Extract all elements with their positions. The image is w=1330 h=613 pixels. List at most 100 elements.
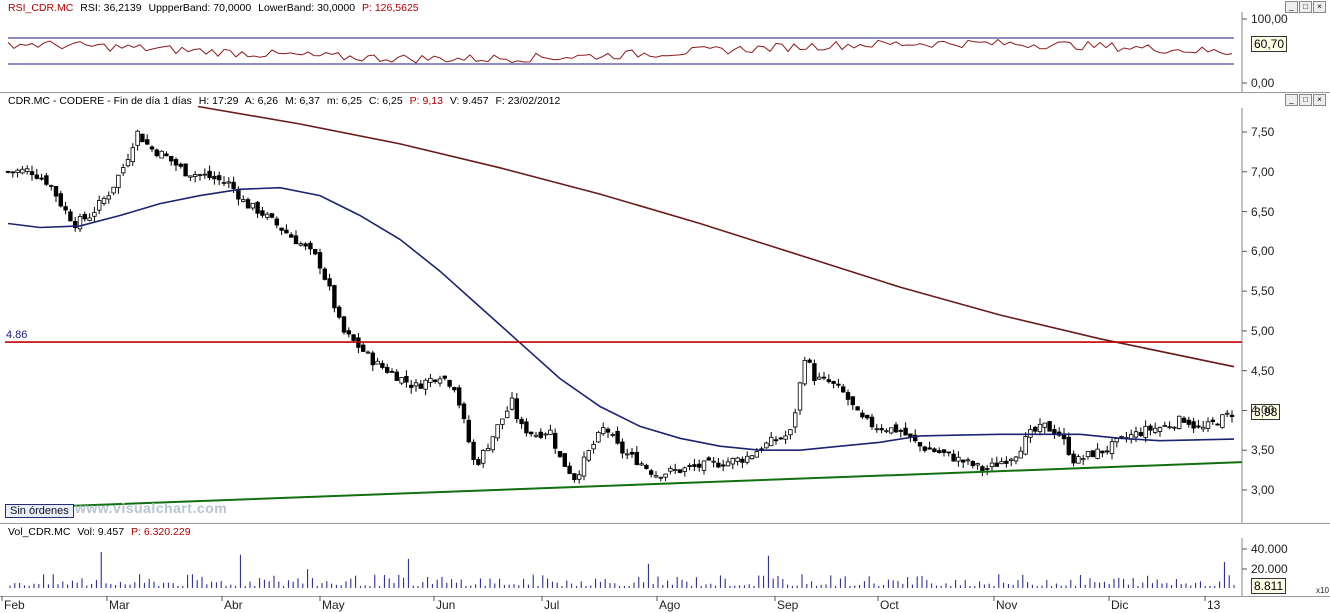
candle-body: [144, 139, 150, 145]
close-icon[interactable]: ×: [1313, 1, 1326, 13]
candle-body: [692, 464, 697, 467]
price-header: CDR.MC - CODERE - Fin de día 1 días H: 1…: [8, 95, 564, 107]
candle-body: [24, 168, 30, 172]
price-tick-label: 5,50: [1251, 284, 1275, 299]
month-label: May: [322, 598, 345, 612]
candle-body: [567, 465, 572, 474]
month-label: Oct: [880, 598, 899, 612]
volume-current-value: 8.811: [1251, 578, 1287, 594]
candle-body: [1167, 426, 1172, 429]
candle-body: [332, 285, 337, 309]
candle-body: [682, 467, 687, 472]
candle-body: [1196, 425, 1201, 428]
candle-body: [735, 457, 740, 462]
candle-body: [452, 386, 457, 391]
candle-body: [389, 371, 395, 373]
candle-body: [999, 461, 1004, 465]
candle-body: [562, 453, 567, 467]
candle-body: [495, 424, 500, 439]
rsi-pane[interactable]: RSI_CDR.MC RSI: 36,2139 UppperBand: 70,0…: [0, 0, 1330, 93]
candle-body: [855, 406, 860, 411]
candle-body: [1119, 436, 1124, 438]
candle-body: [1205, 421, 1211, 429]
candle-body: [360, 344, 366, 352]
minimize-icon[interactable]: _: [1285, 1, 1298, 13]
candle-body: [447, 380, 452, 387]
candle-body: [721, 464, 726, 467]
candle-body: [97, 200, 102, 211]
candle-body: [408, 384, 414, 388]
candle-body: [514, 398, 519, 420]
candle-body: [327, 278, 332, 287]
volume-vol: Vol: 9.457: [77, 526, 125, 538]
candle-body: [951, 453, 956, 462]
candle-body: [975, 463, 980, 466]
candle-body: [317, 252, 323, 269]
candle-body: [557, 451, 563, 458]
candle-body: [989, 462, 995, 468]
candle-body: [548, 429, 553, 436]
candle-body: [903, 427, 908, 436]
price-tick-label: 6,00: [1251, 244, 1275, 259]
maximize-icon[interactable]: □: [1299, 1, 1312, 13]
month-label: Sep: [777, 598, 799, 612]
candle-body: [432, 379, 438, 382]
candle-body: [240, 199, 246, 202]
close-icon[interactable]: ×: [1313, 94, 1326, 106]
candle-body: [821, 376, 827, 379]
volume-tick-label: 40.000: [1251, 542, 1288, 556]
candle-body: [34, 174, 39, 179]
month-label: Abr: [224, 598, 243, 612]
candle-body: [63, 206, 68, 211]
month-label: Ago: [659, 598, 681, 612]
candle-body: [178, 163, 183, 167]
candle-body: [519, 418, 524, 425]
candle-body: [116, 174, 121, 188]
candle-body: [303, 243, 308, 247]
candle-body: [1109, 441, 1115, 454]
price-window-controls: _ □ ×: [1285, 94, 1326, 106]
price-f: F: 23/02/2012: [495, 95, 561, 107]
candle-body: [625, 453, 630, 456]
candle-body: [946, 451, 951, 454]
month-label: Nov: [996, 598, 1018, 612]
candle-body: [711, 460, 716, 463]
candle-body: [730, 457, 735, 465]
candle-body: [1191, 421, 1196, 429]
candle-body: [394, 371, 399, 381]
candle-body: [543, 433, 548, 436]
candle-body: [192, 173, 198, 178]
minimize-icon[interactable]: _: [1285, 94, 1298, 106]
candle-body: [1095, 448, 1100, 459]
candle-body: [279, 227, 284, 231]
candle-body: [879, 428, 884, 431]
price-tick-label: 5,00: [1251, 323, 1275, 338]
candle-body: [456, 387, 462, 406]
price-tick-label: 7,50: [1251, 125, 1275, 139]
candle-body: [932, 448, 937, 453]
candle-body: [889, 427, 894, 434]
candle-body: [673, 469, 678, 472]
candle-body: [1081, 458, 1086, 461]
candle-body: [716, 462, 721, 468]
candle-body: [58, 193, 63, 207]
candle-body: [5, 170, 11, 173]
candle-body: [922, 446, 927, 451]
orders-button[interactable]: Sin órdenes: [5, 504, 74, 518]
candle-body: [82, 213, 87, 220]
candle-body: [370, 352, 375, 366]
maximize-icon[interactable]: □: [1299, 94, 1312, 106]
candle-body: [207, 170, 212, 179]
candle-body: [183, 163, 188, 177]
candle-body: [620, 441, 625, 454]
rsi-tick-label: 100,00: [1251, 12, 1288, 26]
candle-body: [697, 463, 702, 468]
candle-body: [73, 221, 78, 229]
candle-body: [1225, 412, 1230, 415]
candle-body: [639, 463, 644, 466]
candle-body: [140, 133, 145, 143]
candle-body: [831, 381, 836, 384]
candle-body: [1229, 414, 1235, 418]
candle-body: [701, 460, 707, 471]
